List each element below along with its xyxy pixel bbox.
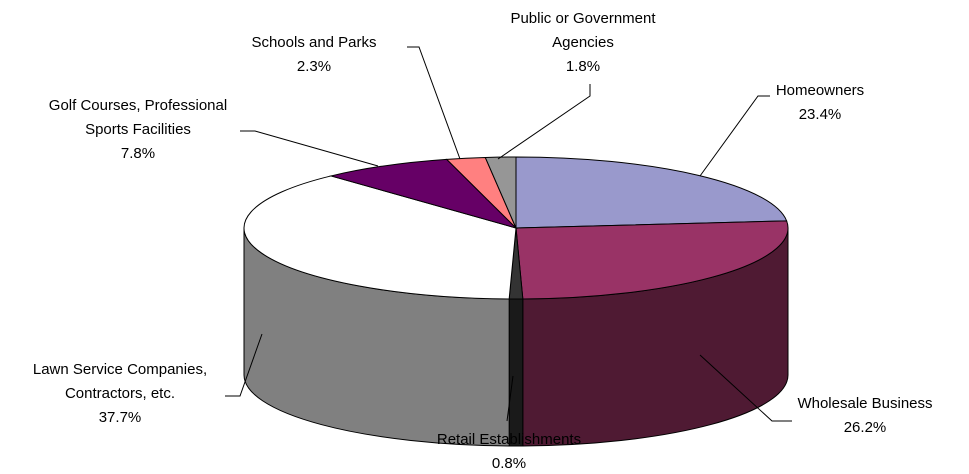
slice-value-public-or-government-agencies: 1.8% <box>566 58 600 75</box>
slice-value-golf-courses-professional-sports-facilities: 7.8% <box>121 145 155 162</box>
slice-label-schools-and-parks: Schools and Parks <box>251 34 376 51</box>
slice-label-golf-courses-professional-sports-facilities: Sports Facilities <box>85 121 191 138</box>
leader-line-lawn-service-companies-contractors-etc <box>225 333 263 397</box>
slice-label-public-or-government-agencies: Agencies <box>552 34 614 51</box>
slice-value-retail-establishments: 0.8% <box>492 455 526 472</box>
leader-line-public-or-government-agencies <box>497 84 591 160</box>
slice-label-lawn-service-companies-contractors-etc: Lawn Service Companies, <box>33 361 207 378</box>
slice-value-schools-and-parks: 2.3% <box>297 58 331 75</box>
pie-slices <box>243 156 789 300</box>
slice-value-wholesale-business: 26.2% <box>844 419 887 436</box>
slice-label-golf-courses-professional-sports-facilities: Golf Courses, Professional <box>49 97 227 114</box>
leader-line-schools-and-parks <box>407 46 461 160</box>
pie-side-retail-establishments <box>508 298 524 447</box>
slice-label-homeowners: Homeowners <box>776 82 864 99</box>
leader-line-golf-courses-professional-sports-facilities <box>240 130 379 167</box>
pie-sides <box>243 227 789 447</box>
slice-labels: Homeowners 23.4% Wholesale Business 26.2% Re… <box>33 10 933 472</box>
slice-label-public-or-government-agencies: Public or Government <box>510 10 656 27</box>
pie-slice-golf-courses-professional-sports-facilities <box>329 158 518 230</box>
leader-line-wholesale-business <box>699 354 792 422</box>
pie-slice-lawn-service-companies-contractors-etc <box>243 175 517 300</box>
leader-lines <box>225 46 792 422</box>
slice-label-wholesale-business: Wholesale Business <box>797 395 932 412</box>
slice-label-lawn-service-companies-contractors-etc: Contractors, etc. <box>65 385 175 402</box>
slice-value-lawn-service-companies-contractors-etc: 37.7% <box>99 409 142 426</box>
slice-value-homeowners: 23.4% <box>799 106 842 123</box>
pie-slice-homeowners <box>515 156 788 229</box>
pie-slice-wholesale-business <box>515 220 789 300</box>
leader-line-homeowners <box>699 95 770 177</box>
slice-label-retail-establishments: Retail Establishments <box>437 431 581 448</box>
leader-line-retail-establishments <box>506 375 514 422</box>
